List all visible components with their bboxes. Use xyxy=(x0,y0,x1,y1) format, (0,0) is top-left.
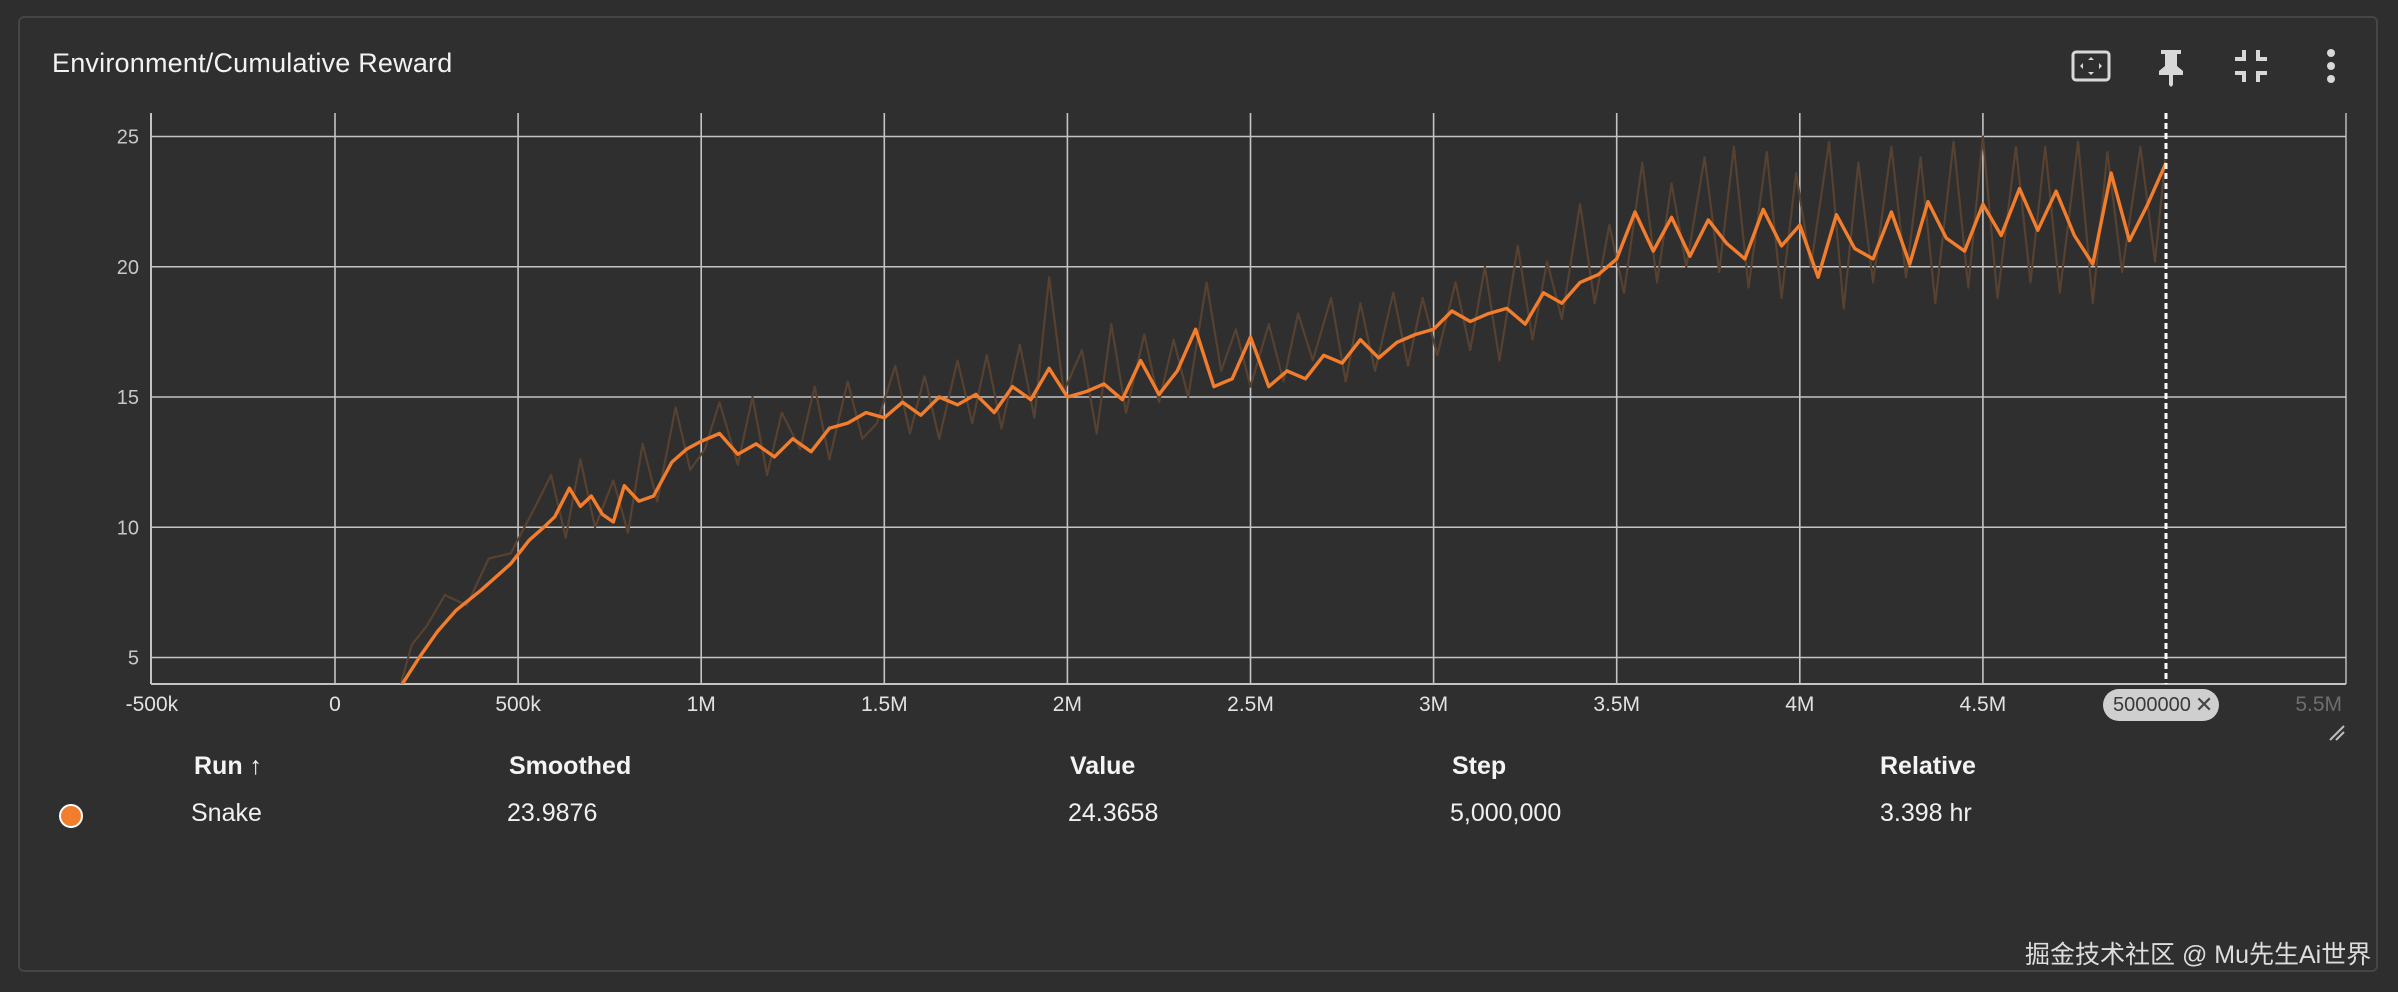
chart-title: Environment/Cumulative Reward xyxy=(52,48,453,78)
x-tick-label-4.5M: 4.5M xyxy=(1960,693,2007,716)
chart-card xyxy=(18,16,2378,972)
close-icon[interactable]: ✕ xyxy=(2194,692,2214,717)
y-tick-label-25: 25 xyxy=(117,127,139,149)
column-header-smoothed[interactable]: Smoothed xyxy=(509,752,632,780)
cursor-step-chip: 5000000 ✕ xyxy=(2103,689,2220,721)
y-tick-label-5: 5 xyxy=(128,648,139,670)
resize-handle-icon[interactable] xyxy=(2326,722,2346,742)
more-options-button[interactable] xyxy=(2309,44,2353,88)
series-line-smoothed xyxy=(400,162,2168,684)
x-tick-label--500k: -500k xyxy=(126,693,179,716)
cell-value: 24.3658 xyxy=(1068,799,1159,827)
cursor-step-label: 5000000 xyxy=(2113,693,2191,716)
x-tick-label-500k: 500k xyxy=(495,693,541,716)
x-tick-label-3M: 3M xyxy=(1419,693,1448,716)
column-header-run[interactable]: Run ↑ xyxy=(194,752,263,780)
y-tick-label-15: 15 xyxy=(117,387,139,409)
x-tick-label-1.5M: 1.5M xyxy=(861,693,908,716)
run-color-dot xyxy=(59,804,83,828)
column-header-step[interactable]: Step xyxy=(1452,752,1507,780)
series-line-raw xyxy=(399,135,2168,684)
y-tick-label-20: 20 xyxy=(117,257,139,279)
x-tick-label-3.5M: 3.5M xyxy=(1593,693,1640,716)
pin-icon xyxy=(2159,50,2183,87)
pin-button[interactable] xyxy=(2149,44,2193,88)
watermark: 掘金技术社区 @ Mu先生Ai世界 xyxy=(2025,941,2372,969)
fit-to-domain-button[interactable] xyxy=(2069,44,2113,88)
x-tick-label-5.5M: 5.5M xyxy=(2295,693,2342,716)
column-header-relative[interactable]: Relative xyxy=(1880,752,1976,780)
cell-run: Snake xyxy=(191,799,262,827)
x-tick-label-1M: 1M xyxy=(687,693,716,716)
cell-step: 5,000,000 xyxy=(1450,799,1562,827)
cell-relative: 3.398 hr xyxy=(1880,799,1972,827)
x-tick-label-2M: 2M xyxy=(1053,693,1082,716)
x-tick-label-4M: 4M xyxy=(1785,693,1814,716)
collapse-button[interactable] xyxy=(2229,44,2273,88)
x-tick-label-2.5M: 2.5M xyxy=(1227,693,1274,716)
cell-smoothed: 23.9876 xyxy=(507,799,598,827)
y-tick-label-10: 10 xyxy=(117,517,139,539)
fit-to-domain-icon xyxy=(2071,50,2111,82)
x-tick-label-0: 0 xyxy=(329,693,341,716)
column-header-value[interactable]: Value xyxy=(1070,752,1136,780)
more-vert-icon xyxy=(2327,49,2335,83)
collapse-icon xyxy=(2235,50,2267,82)
